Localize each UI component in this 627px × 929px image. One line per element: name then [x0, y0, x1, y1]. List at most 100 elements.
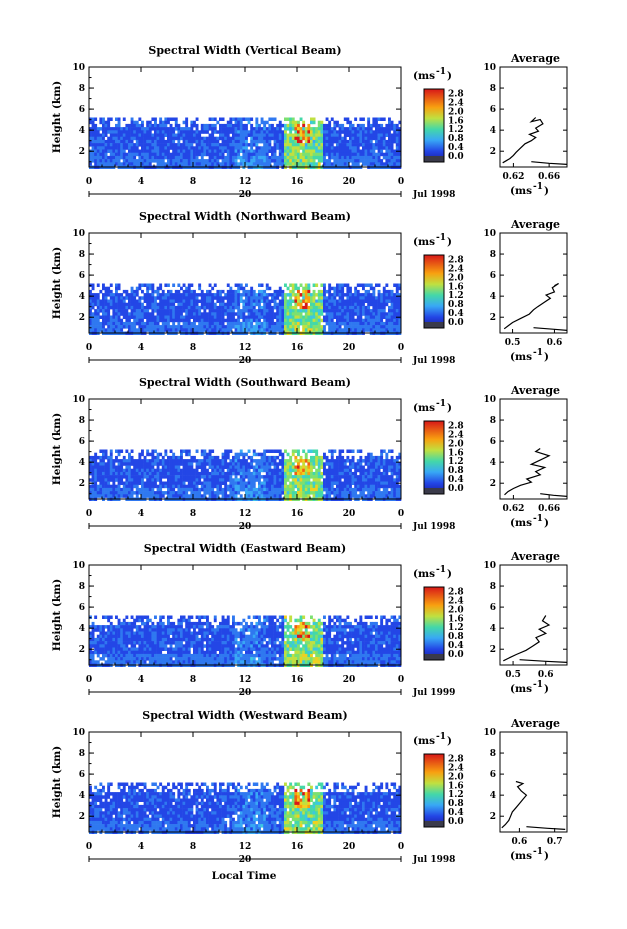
heatmap-cell [141, 484, 144, 489]
heatmap-cell [239, 309, 243, 313]
heatmap-cell [146, 475, 150, 479]
heatmap-cell [208, 289, 212, 294]
heatmap-cell [354, 491, 358, 495]
heatmap-cell [232, 133, 235, 137]
heatmap-cell [115, 283, 118, 287]
heatmap-cell [351, 328, 355, 332]
heatmap-cell [135, 465, 139, 469]
heatmap-cell [104, 120, 108, 125]
heatmap-cell [135, 481, 139, 485]
heatmap-cell [304, 289, 308, 294]
heatmap-cell [258, 491, 261, 495]
heatmap-cell [377, 136, 381, 141]
heatmap-cell [255, 133, 259, 137]
heatmap-cell [390, 305, 394, 310]
heatmap-cell [302, 159, 306, 163]
heatmap-cell [382, 449, 386, 453]
heatmap-cell [268, 136, 272, 141]
heatmap-cell [359, 471, 363, 476]
heatmap-cell [203, 449, 207, 453]
heatmap-cell [325, 299, 329, 303]
heatmap-cell [346, 296, 350, 300]
heatmap-cell [146, 139, 150, 144]
heatmap-cell [302, 481, 306, 485]
heatmap-cell [310, 484, 313, 489]
heatmap-cell [364, 127, 368, 131]
heatmap-cell [247, 321, 251, 326]
heatmap-cell [271, 315, 274, 319]
heatmap-cell [382, 459, 386, 463]
heatmap-cell [258, 484, 261, 489]
heatmap-cell [388, 117, 391, 121]
heatmap-cell [182, 289, 186, 294]
heatmap-cell [304, 478, 308, 482]
heatmap-cell [164, 155, 168, 160]
heatmap-cell [351, 296, 355, 300]
heatmap-cell [380, 328, 384, 332]
heatmap-cell [260, 120, 264, 125]
heatmap-cell [164, 484, 168, 489]
heatmap-cell [226, 136, 230, 141]
heatmap-cell [169, 139, 173, 144]
heatmap-cell [281, 143, 285, 147]
heatmap-cell [109, 328, 113, 332]
x-tick-label: 4 [138, 343, 144, 353]
heatmap-cell [310, 159, 313, 163]
heatmap-cell [104, 491, 108, 495]
heatmap-cell [294, 481, 298, 485]
heatmap-cell [299, 143, 303, 147]
heatmap-cell [281, 468, 285, 473]
heatmap-cell [271, 328, 274, 332]
heatmap-cell [325, 309, 329, 313]
heatmap-cell [398, 312, 402, 316]
heatmap-cell [96, 293, 100, 297]
heatmap-cell [198, 491, 202, 495]
heatmap-cell [172, 127, 176, 131]
heatmap-cell [260, 462, 264, 466]
heatmap-cell [102, 315, 105, 319]
heatmap-cell [346, 155, 350, 160]
heatmap-cell [180, 146, 183, 150]
heatmap-cell [268, 478, 272, 482]
heatmap-cell [333, 478, 337, 482]
heatmap-cell [338, 155, 342, 160]
heatmap-cell [380, 452, 384, 457]
x-tick-label: 12 [239, 177, 252, 187]
heatmap-cell [351, 321, 355, 326]
heatmap-cell [338, 484, 342, 489]
heatmap-cell [364, 136, 368, 141]
heatmap-cell [156, 155, 160, 160]
heatmap-cell [117, 146, 121, 150]
heatmap-cell [351, 455, 355, 460]
heatmap-cell [291, 133, 295, 137]
heatmap-cell [351, 155, 355, 160]
heatmap-cell [174, 491, 178, 495]
heatmap-cell [299, 117, 303, 121]
heatmap-cell [200, 289, 204, 294]
heatmap-cell [91, 302, 95, 307]
heatmap-cell [260, 305, 264, 310]
heatmap-cell [234, 136, 238, 141]
heatmap-cell [174, 315, 178, 319]
heatmap-cell [276, 328, 280, 332]
heatmap-cell [263, 136, 267, 141]
heatmap-cell [104, 149, 108, 153]
heatmap-cell [159, 325, 163, 329]
heatmap-cell [330, 296, 334, 300]
heatmap-cell [200, 143, 204, 147]
heatmap-cell [297, 481, 300, 485]
heatmap-cell [362, 459, 365, 463]
heatmap-cell [115, 117, 118, 121]
heatmap-cell [91, 468, 95, 473]
heatmap-cell [203, 468, 207, 473]
heatmap-cell [260, 159, 264, 163]
heatmap-cell [135, 318, 139, 323]
heatmap-cell [375, 305, 378, 310]
heatmap-cell [120, 318, 124, 323]
heatmap-cell [289, 491, 293, 495]
heatmap-cell [273, 299, 277, 303]
heatmap-cell [297, 459, 300, 463]
heatmap-cell [185, 302, 189, 307]
heatmap-cell [398, 318, 402, 323]
heatmap-cell [161, 471, 165, 476]
